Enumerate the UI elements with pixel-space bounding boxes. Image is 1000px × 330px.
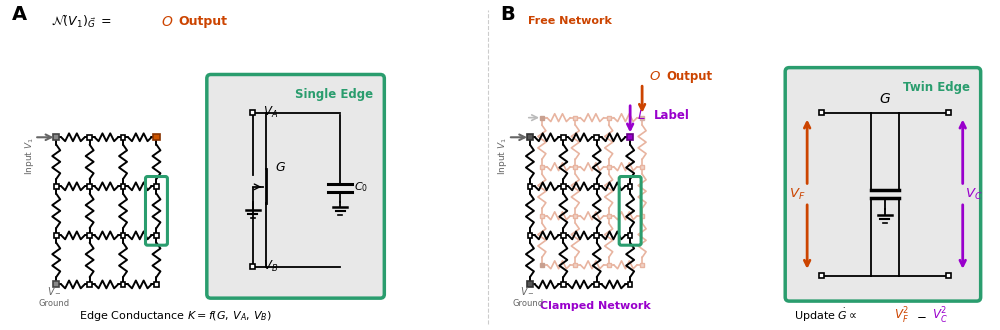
Bar	[640, 115, 644, 120]
Bar	[819, 110, 824, 115]
Bar	[121, 135, 125, 140]
Bar	[87, 233, 92, 238]
Bar	[154, 282, 159, 287]
Bar	[54, 184, 59, 188]
Text: $O$: $O$	[649, 70, 661, 83]
Text: Edge Conductance $K = f(G,\, V_A,\, V_B)$: Edge Conductance $K = f(G,\, V_A,\, V_B)…	[79, 309, 272, 323]
Bar	[53, 134, 59, 140]
Text: $G$: $G$	[275, 161, 286, 174]
Text: Label: Label	[654, 109, 690, 122]
Bar	[527, 281, 533, 287]
Bar	[594, 282, 599, 287]
Text: Input $V_1$: Input $V_1$	[496, 137, 509, 175]
Bar	[607, 115, 611, 120]
Bar	[946, 110, 951, 115]
Bar	[628, 184, 632, 188]
Text: Output: Output	[666, 70, 712, 83]
Bar	[607, 165, 611, 169]
Text: Input $V_1$: Input $V_1$	[23, 137, 36, 175]
Bar	[573, 214, 577, 218]
Text: $C_0$: $C_0$	[354, 180, 369, 194]
Text: $V_C$: $V_C$	[965, 187, 982, 202]
Bar	[573, 263, 577, 267]
Text: $L$: $L$	[637, 109, 646, 122]
Text: A: A	[12, 5, 27, 23]
Bar	[54, 233, 59, 238]
Text: B: B	[501, 5, 515, 23]
Bar	[594, 184, 599, 188]
Bar	[87, 184, 92, 188]
Text: $V_B$: $V_B$	[263, 259, 278, 274]
Bar	[607, 214, 611, 218]
Bar	[540, 214, 544, 218]
Bar	[87, 282, 92, 287]
Bar	[87, 135, 92, 140]
Bar	[819, 273, 824, 278]
Text: Single Edge: Single Edge	[295, 88, 373, 101]
Bar	[640, 214, 644, 218]
Bar	[640, 263, 644, 267]
Text: Ground: Ground	[39, 299, 70, 308]
Bar	[121, 282, 125, 287]
Bar	[573, 115, 577, 120]
Text: Free Network: Free Network	[528, 16, 612, 26]
Bar	[561, 233, 566, 238]
Bar	[121, 233, 125, 238]
Bar	[561, 282, 566, 287]
Bar	[628, 233, 632, 238]
Bar	[594, 135, 599, 140]
Text: Update $\dot{G} \propto\,$: Update $\dot{G} \propto\,$	[794, 307, 858, 324]
Bar	[528, 233, 532, 238]
Text: $-$: $-$	[916, 309, 926, 322]
Text: Output: Output	[178, 15, 227, 28]
Text: $V_C^2$: $V_C^2$	[932, 306, 948, 326]
Bar	[53, 281, 59, 287]
FancyBboxPatch shape	[207, 75, 384, 298]
Bar	[121, 184, 125, 188]
Bar	[540, 263, 544, 267]
Bar	[561, 135, 566, 140]
Text: $V_F^2$: $V_F^2$	[894, 306, 909, 326]
Bar	[154, 233, 159, 238]
Text: $V_A$: $V_A$	[263, 105, 278, 120]
Text: $O$: $O$	[161, 15, 173, 28]
Bar	[250, 264, 255, 269]
Bar	[561, 184, 566, 188]
Bar	[594, 233, 599, 238]
Bar	[154, 184, 159, 188]
Bar	[528, 184, 532, 188]
Bar	[540, 115, 544, 120]
FancyBboxPatch shape	[785, 68, 981, 301]
Text: Clamped Network: Clamped Network	[540, 301, 651, 311]
Text: $V_-$: $V_-$	[47, 286, 62, 296]
Text: $\mathcal{N}(V_1)_{\vec{G}}\ =\ $: $\mathcal{N}(V_1)_{\vec{G}}\ =\ $	[51, 13, 112, 30]
Text: $G$: $G$	[879, 92, 891, 106]
Bar	[607, 263, 611, 267]
Bar	[527, 134, 533, 140]
Text: $V_-$: $V_-$	[520, 286, 535, 296]
Bar	[573, 165, 577, 169]
Bar	[627, 134, 633, 140]
Text: Ground: Ground	[512, 299, 543, 308]
Bar	[946, 273, 951, 278]
Bar	[153, 134, 160, 140]
Bar	[628, 282, 632, 287]
Text: $V_F$: $V_F$	[789, 187, 805, 202]
Bar	[250, 110, 255, 115]
Bar	[640, 165, 644, 169]
Bar	[540, 165, 544, 169]
Text: Twin Edge: Twin Edge	[903, 82, 970, 94]
